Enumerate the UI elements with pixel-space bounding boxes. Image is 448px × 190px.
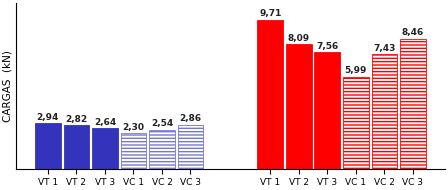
Bar bbox=[371, 55, 397, 169]
Text: 8,46: 8,46 bbox=[402, 28, 424, 37]
Bar bbox=[92, 128, 118, 169]
Text: 2,64: 2,64 bbox=[94, 118, 116, 127]
Bar bbox=[149, 130, 175, 169]
Bar bbox=[35, 123, 61, 169]
Bar bbox=[286, 44, 312, 169]
Text: 2,86: 2,86 bbox=[179, 114, 202, 123]
Bar bbox=[121, 133, 146, 169]
Bar bbox=[178, 125, 203, 169]
Bar bbox=[64, 125, 89, 169]
Bar bbox=[343, 77, 369, 169]
Bar bbox=[314, 52, 340, 169]
Text: 2,82: 2,82 bbox=[65, 115, 87, 124]
Text: 8,09: 8,09 bbox=[288, 34, 310, 43]
Text: 2,54: 2,54 bbox=[151, 119, 173, 128]
Text: 2,30: 2,30 bbox=[122, 123, 144, 132]
Text: 7,43: 7,43 bbox=[373, 44, 396, 53]
Bar bbox=[258, 20, 283, 169]
Text: 2,94: 2,94 bbox=[37, 113, 59, 122]
Text: 7,56: 7,56 bbox=[316, 42, 338, 51]
Text: 5,99: 5,99 bbox=[345, 66, 367, 75]
Text: 9,71: 9,71 bbox=[259, 9, 281, 18]
Y-axis label: CARGAS  (kN): CARGAS (kN) bbox=[3, 50, 13, 122]
Bar bbox=[400, 39, 426, 169]
